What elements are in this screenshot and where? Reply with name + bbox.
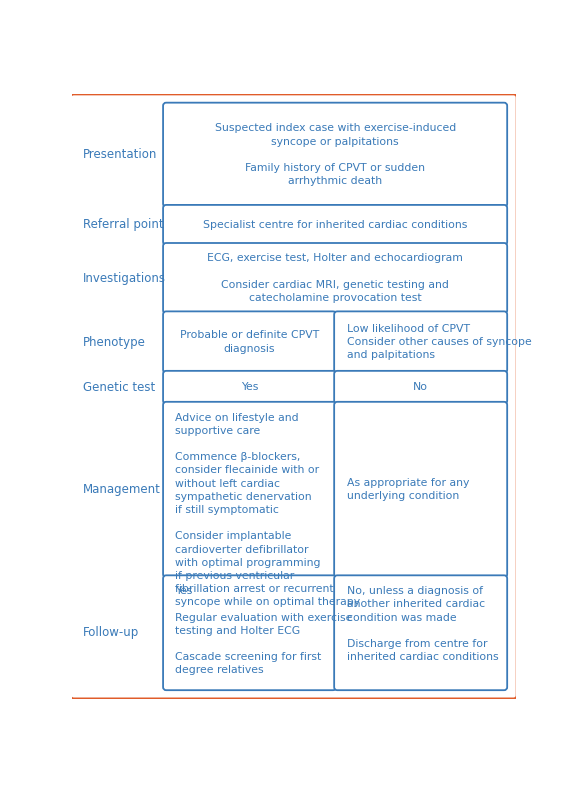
Text: Low likelihood of CPVT
Consider other causes of syncope
and palpitations: Low likelihood of CPVT Consider other ca… xyxy=(347,324,531,360)
Text: Specialist centre for inherited cardiac conditions: Specialist centre for inherited cardiac … xyxy=(203,220,468,230)
FancyBboxPatch shape xyxy=(163,103,507,206)
Text: Probable or definite CPVT
diagnosis: Probable or definite CPVT diagnosis xyxy=(180,330,319,354)
Text: Follow-up: Follow-up xyxy=(83,626,139,639)
Text: Suspected index case with exercise-induced
syncope or palpitations

Family histo: Suspected index case with exercise-induc… xyxy=(214,123,456,186)
Text: Genetic test: Genetic test xyxy=(83,381,155,394)
Text: Advice on lifestyle and
supportive care

Commence β-blockers,
consider flecainid: Advice on lifestyle and supportive care … xyxy=(175,413,360,608)
FancyBboxPatch shape xyxy=(163,205,507,245)
Text: Management: Management xyxy=(83,483,161,496)
FancyBboxPatch shape xyxy=(334,575,507,690)
FancyBboxPatch shape xyxy=(163,312,336,373)
FancyBboxPatch shape xyxy=(334,402,507,577)
Text: No, unless a diagnosis of
another inherited cardiac
condition was made

Discharg: No, unless a diagnosis of another inheri… xyxy=(347,586,498,662)
Text: Yes: Yes xyxy=(241,382,258,392)
FancyBboxPatch shape xyxy=(163,371,336,403)
Text: Yes

Regular evaluation with exercise
testing and Holter ECG

Cascade screening : Yes Regular evaluation with exercise tes… xyxy=(175,586,353,675)
FancyBboxPatch shape xyxy=(70,94,517,699)
Text: Phenotype: Phenotype xyxy=(83,335,146,349)
FancyBboxPatch shape xyxy=(334,312,507,373)
FancyBboxPatch shape xyxy=(163,575,336,690)
Text: Investigations: Investigations xyxy=(83,272,166,285)
Text: No: No xyxy=(413,382,428,392)
FancyBboxPatch shape xyxy=(163,402,336,577)
FancyBboxPatch shape xyxy=(334,371,507,403)
Text: As appropriate for any
underlying condition: As appropriate for any underlying condit… xyxy=(347,478,469,501)
FancyBboxPatch shape xyxy=(163,243,507,313)
Text: Presentation: Presentation xyxy=(83,148,158,161)
Text: Referral point: Referral point xyxy=(83,218,164,232)
Text: ECG, exercise test, Holter and echocardiogram

Consider cardiac MRI, genetic tes: ECG, exercise test, Holter and echocardi… xyxy=(207,254,463,303)
